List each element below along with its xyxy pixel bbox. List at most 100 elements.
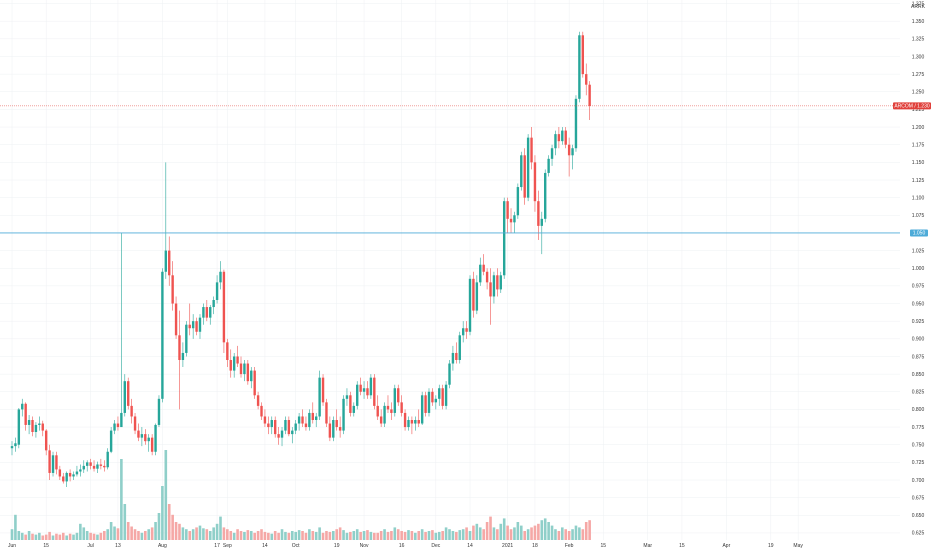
candle bbox=[530, 127, 533, 170]
candle bbox=[161, 268, 164, 403]
candle bbox=[516, 183, 520, 219]
candle bbox=[420, 391, 424, 425]
volume-bar bbox=[256, 531, 260, 540]
volume-bar bbox=[195, 527, 198, 540]
volume-bar bbox=[499, 523, 503, 540]
volume-bar bbox=[212, 527, 215, 540]
candle bbox=[246, 360, 250, 385]
candle bbox=[130, 398, 133, 424]
volume-bar bbox=[174, 522, 178, 540]
volume-bar bbox=[516, 522, 520, 540]
volume-bar bbox=[564, 529, 568, 540]
candle bbox=[554, 130, 557, 156]
candle bbox=[294, 420, 297, 435]
volume-bar bbox=[150, 527, 154, 540]
volume-bar bbox=[492, 527, 496, 540]
volume-bar bbox=[376, 532, 380, 540]
y-tick-label: 0.950 bbox=[912, 301, 925, 307]
volume-bar bbox=[14, 514, 17, 540]
volume-bar bbox=[584, 522, 588, 540]
volume-bar bbox=[328, 531, 332, 540]
volume-bar bbox=[349, 531, 352, 540]
price-axis[interactable]: 0.625 0.650 0.675 0.700 0.725 0.750 0.775 0.800… bbox=[912, 1, 925, 536]
volume-bar bbox=[496, 529, 499, 540]
candle bbox=[72, 471, 75, 480]
y-tick-label: 0.725 bbox=[912, 460, 925, 466]
volume-bar bbox=[113, 526, 116, 540]
volume-bar bbox=[560, 527, 564, 540]
volume-bar bbox=[164, 450, 168, 540]
volume-bar bbox=[31, 533, 34, 540]
candle bbox=[479, 257, 482, 286]
candle bbox=[526, 134, 530, 202]
volume-bar bbox=[123, 504, 127, 540]
volume-bar bbox=[461, 529, 465, 540]
volume-bar bbox=[20, 532, 24, 540]
candle bbox=[550, 144, 554, 166]
candle bbox=[34, 422, 38, 438]
volume-bar bbox=[65, 535, 68, 540]
volume-bar bbox=[198, 525, 202, 540]
volume-bar bbox=[38, 532, 41, 540]
candle bbox=[379, 409, 383, 428]
candle bbox=[212, 296, 215, 315]
y-tick-label: 1.075 bbox=[912, 213, 925, 219]
volume-bar bbox=[321, 532, 325, 540]
candle bbox=[51, 451, 55, 477]
candle bbox=[287, 416, 291, 437]
candle bbox=[24, 402, 27, 431]
volume-bar bbox=[396, 529, 400, 540]
candle bbox=[588, 81, 591, 120]
volume-bar bbox=[205, 529, 209, 540]
candle bbox=[89, 458, 92, 470]
volume-bar bbox=[137, 531, 140, 540]
volume-bar bbox=[294, 531, 297, 540]
candle bbox=[253, 367, 256, 399]
volume-bar bbox=[301, 531, 304, 540]
volume-bar bbox=[208, 531, 212, 540]
candle bbox=[332, 416, 335, 442]
candle bbox=[55, 451, 58, 475]
y-tick-label: 1.275 bbox=[912, 72, 925, 78]
candle bbox=[127, 377, 130, 410]
volume-bar bbox=[89, 532, 92, 540]
volume-bar bbox=[290, 531, 294, 540]
candle bbox=[202, 303, 205, 325]
candle bbox=[574, 95, 578, 152]
candle bbox=[492, 271, 496, 304]
horizontal-level-tag[interactable]: 1.050 bbox=[910, 229, 928, 237]
candle bbox=[451, 345, 455, 371]
time-axis[interactable]: Jun 15 Jul 13 Aug 17 Sep 14 Oct 19 Nov 16 Dec 14 2021 1… bbox=[8, 543, 803, 549]
volume-bar bbox=[427, 531, 431, 540]
candle bbox=[280, 427, 284, 447]
candle bbox=[468, 275, 472, 336]
volume-bar bbox=[554, 529, 557, 540]
candle bbox=[181, 342, 185, 368]
y-tick-label: 1.375 bbox=[912, 1, 925, 7]
candle bbox=[513, 211, 516, 233]
volume-bar bbox=[226, 529, 229, 540]
candle bbox=[434, 395, 438, 410]
candle bbox=[356, 381, 359, 410]
candle bbox=[243, 360, 246, 382]
candle bbox=[178, 310, 181, 410]
candle bbox=[291, 427, 294, 444]
candle bbox=[284, 416, 287, 435]
candle bbox=[62, 472, 65, 484]
candle bbox=[191, 314, 195, 339]
y-tick-label: 1.150 bbox=[912, 160, 925, 166]
candle bbox=[301, 409, 304, 428]
candle bbox=[427, 388, 431, 417]
volume-bar bbox=[455, 531, 458, 540]
volume-bar bbox=[68, 533, 72, 540]
candle bbox=[58, 465, 62, 480]
y-tick-label: 0.675 bbox=[912, 495, 925, 501]
candle bbox=[567, 137, 571, 177]
candle bbox=[226, 338, 229, 368]
volume-bar bbox=[465, 527, 468, 540]
candle bbox=[273, 416, 277, 438]
x-tick-label: 14 bbox=[467, 543, 473, 549]
volume-bar bbox=[400, 531, 403, 540]
candle bbox=[359, 377, 362, 396]
volume-bar bbox=[314, 531, 318, 540]
